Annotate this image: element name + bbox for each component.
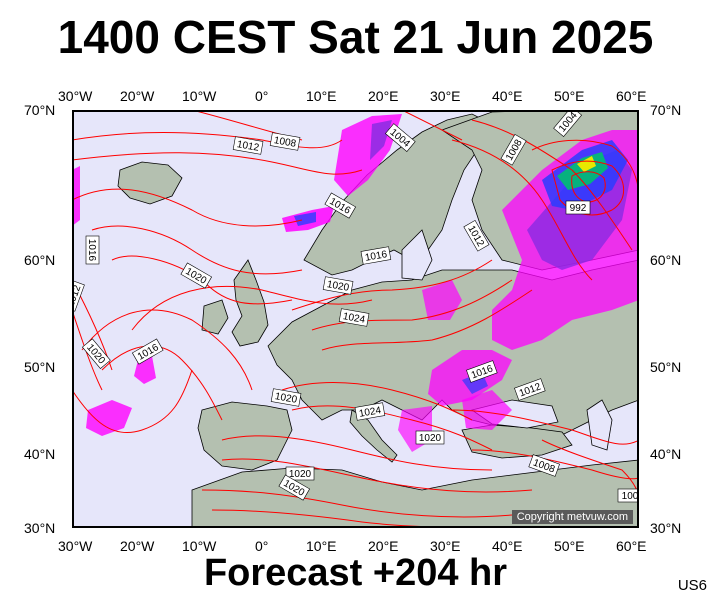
isobar-label: 100 [617, 488, 639, 503]
lat-tick: 50°N [24, 359, 56, 375]
svg-text:100: 100 [622, 491, 639, 502]
rain-low-yellow [577, 156, 596, 172]
isobar-label: 1012 [232, 136, 264, 155]
forecast-label: Forecast +204 hr [203, 552, 508, 594]
model-label: US6 [677, 577, 707, 594]
lon-tick: 10°W [182, 538, 217, 554]
lon-tick: 30°E [430, 88, 461, 104]
lon-tick: 30°E [430, 538, 461, 554]
rain-atlantic [86, 400, 132, 436]
lon-tick: 30°W [58, 538, 93, 554]
lon-tick: 50°E [554, 538, 585, 554]
svg-text:1016: 1016 [86, 239, 97, 262]
lat-tick: 70°N [24, 102, 56, 118]
lat-tick: 50°N [650, 359, 682, 375]
copyright-badge: Copyright metvuw.com [511, 510, 633, 524]
isobar-label: 1012 [72, 280, 85, 312]
baltic-sea [401, 229, 433, 281]
svg-text:992: 992 [570, 203, 587, 214]
lon-tick: 60°E [616, 88, 647, 104]
svg-text:1016: 1016 [364, 249, 388, 264]
map-canvas: 1008 1012 1004 1016 1008 1004 992 1012 1… [72, 110, 639, 528]
lon-tick: 50°E [554, 88, 585, 104]
svg-text:1012: 1012 [236, 139, 260, 154]
lat-tick: 30°N [650, 520, 682, 536]
lon-tick: 20°W [120, 88, 155, 104]
isobar-label: 1024 [354, 402, 386, 421]
svg-text:1020: 1020 [419, 433, 442, 444]
land-italy [349, 409, 398, 463]
weather-map: 1008 1012 1004 1016 1008 1004 992 1012 1… [72, 110, 639, 528]
svg-text:1008: 1008 [273, 135, 297, 150]
svg-text:1020: 1020 [274, 391, 298, 406]
lat-tick: 40°N [24, 446, 56, 462]
lat-tick: 60°N [24, 252, 56, 268]
svg-text:1020: 1020 [326, 279, 350, 294]
isobar-label: 1020 [270, 388, 302, 407]
isobar-layer [72, 110, 639, 528]
lon-tick: 20°W [120, 538, 155, 554]
svg-text:1024: 1024 [358, 405, 382, 420]
lon-tick: 10°E [306, 538, 337, 554]
lon-tick: 40°E [492, 88, 523, 104]
lon-tick: 10°W [182, 88, 217, 104]
isobar-label: 1016 [85, 235, 100, 265]
svg-text:1020: 1020 [289, 469, 312, 480]
lon-tick: 60°E [616, 538, 647, 554]
lon-tick: 0° [255, 538, 269, 554]
svg-text:1024: 1024 [342, 311, 366, 326]
lat-tick: 30°N [24, 520, 56, 536]
rain-ukraine [462, 390, 512, 430]
land-ireland [201, 299, 229, 335]
isobar-label: 1020 [180, 262, 213, 289]
chart-title: 1400 CEST Sat 21 Jun 2025 [57, 11, 654, 63]
land-iceland [117, 161, 183, 205]
lon-tick: 30°W [58, 88, 93, 104]
isobar-label: 1016 [360, 246, 392, 265]
isobar-label: 1024 [338, 308, 370, 327]
isobar-label: 1008 [269, 132, 301, 151]
rain-norway-core [294, 212, 316, 226]
lat-tick: 60°N [650, 252, 682, 268]
rain-scand-core [370, 120, 392, 160]
rain-west-edge [72, 166, 80, 226]
isobar-label: 1020 [285, 466, 315, 481]
lon-tick: 10°E [306, 88, 337, 104]
lat-tick: 40°N [650, 446, 682, 462]
rain-central [422, 280, 462, 320]
lon-tick: 40°E [492, 538, 523, 554]
lon-tick: 20°E [368, 538, 399, 554]
lon-tick: 0° [255, 88, 269, 104]
isobar-label: 1020 [322, 276, 354, 295]
lat-tick: 70°N [650, 102, 682, 118]
isobar-label: 1020 [415, 430, 445, 445]
lon-tick: 20°E [368, 88, 399, 104]
rain-turkey [398, 406, 432, 452]
land-turkey [461, 424, 573, 459]
isobar-label: 992 [565, 200, 591, 215]
svg-text:1012: 1012 [72, 283, 84, 308]
